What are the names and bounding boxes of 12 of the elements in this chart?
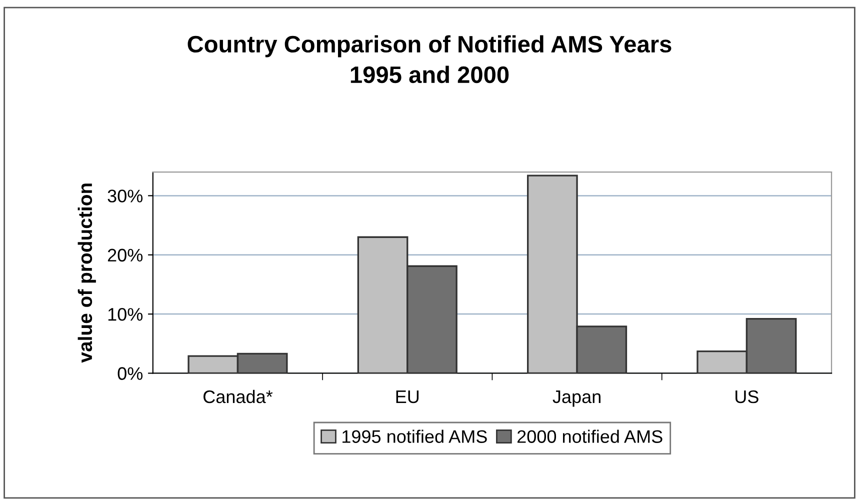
- y-tick-label: 0%: [118, 367, 143, 380]
- legend-label: 2000 notified AMS: [517, 430, 662, 443]
- y-axis-title: value of production: [78, 184, 96, 363]
- y-tick-label: 20%: [108, 248, 143, 262]
- chart-title: Country Comparison of Notified AMS Years 1995 and 2000: [188, 35, 672, 84]
- y-tick-label: 30%: [108, 190, 143, 202]
- x-tick-label: Japan: [552, 390, 600, 407]
- legend-label: 1995 notified AMS: [342, 430, 487, 443]
- x-tick-label: EU: [396, 390, 419, 404]
- y-tick-label: 10%: [108, 308, 143, 321]
- x-tick-label: Canada*: [204, 390, 273, 404]
- x-tick-label: US: [736, 390, 758, 404]
